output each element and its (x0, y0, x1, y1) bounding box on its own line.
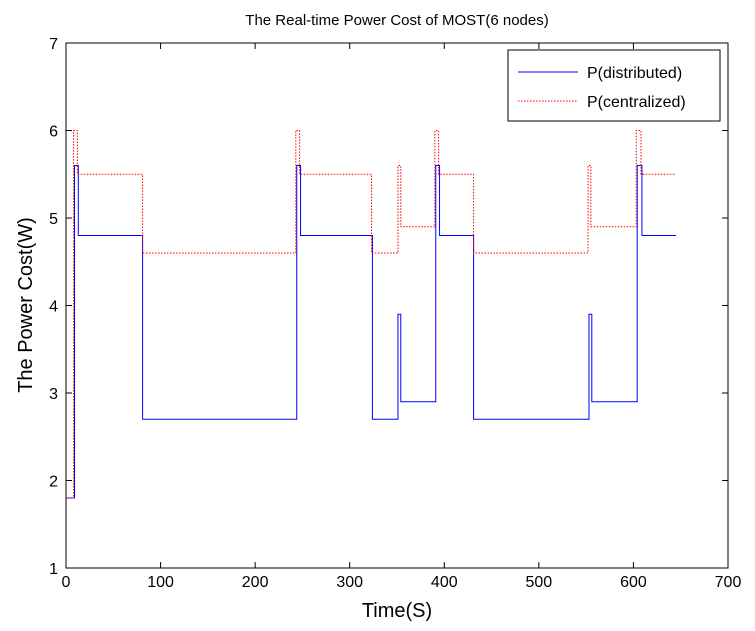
y-axis-ticks: 1 2 3 4 5 6 7 (49, 36, 728, 578)
x-tick-label: 0 (62, 574, 71, 591)
chart-title: The Real-time Power Cost of MOST(6 nodes… (245, 12, 548, 29)
series-line-distributed (66, 165, 676, 499)
legend-label-centralized: P(centralized) (587, 94, 686, 111)
y-tick-label: 1 (49, 561, 58, 578)
x-tick-label: 400 (431, 574, 458, 591)
x-tick-label: 500 (526, 574, 553, 591)
y-axis-label: The Power Cost(W) (15, 217, 37, 393)
x-tick-label: 700 (715, 574, 742, 591)
x-axis-label: Time(S) (362, 600, 432, 622)
series-layer (66, 130, 676, 499)
legend: P(distributed) P(centralized) (507, 49, 721, 122)
y-tick-label: 3 (49, 386, 58, 403)
y-tick-label: 2 (49, 474, 58, 491)
y-tick-label: 5 (49, 211, 58, 228)
plot-area (66, 43, 728, 568)
legend-box (507, 49, 721, 122)
y-tick-label: 4 (49, 299, 58, 316)
x-tick-label: 200 (242, 574, 269, 591)
x-axis-ticks: 0 100 200 300 400 500 600 700 (62, 43, 742, 591)
legend-label-distributed: P(distributed) (587, 65, 682, 82)
x-tick-label: 100 (147, 574, 174, 591)
y-tick-label: 7 (49, 36, 58, 53)
x-tick-label: 300 (336, 574, 363, 591)
x-tick-label: 600 (620, 574, 647, 591)
y-tick-label: 6 (49, 124, 58, 141)
